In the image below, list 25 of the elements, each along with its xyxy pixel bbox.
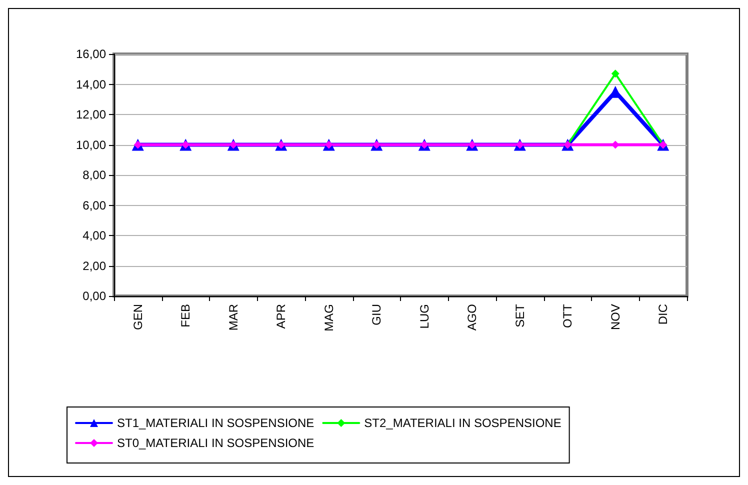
x-tick-label: FEB	[178, 304, 193, 328]
x-tick-label: LUG	[417, 304, 432, 329]
x-tick-label: GIU	[370, 304, 384, 326]
y-tick-label: 16,00	[76, 47, 106, 61]
legend-label: ST0_MATERIALI IN SOSPENSIONE	[117, 436, 314, 450]
y-tick-label: 10,00	[76, 138, 106, 152]
legend-label: ST1_MATERIALI IN SOSPENSIONE	[117, 416, 314, 430]
x-tick-label: APR	[274, 304, 288, 329]
x-tick-label: GEN	[130, 304, 145, 330]
y-tick-label: 0,00	[82, 289, 106, 303]
x-tick-label: DIC	[656, 304, 670, 325]
x-tick-label: MAR	[226, 304, 240, 331]
x-tick-label: NOV	[608, 304, 622, 330]
y-tick-label: 4,00	[82, 228, 106, 242]
x-tick-label: SET	[512, 303, 527, 328]
y-tick-label: 2,00	[82, 258, 106, 273]
point	[611, 70, 620, 78]
x-tick-label: AGO	[465, 304, 480, 331]
x-tick-label: MAG	[322, 304, 336, 332]
x-tick-label: OTT	[560, 303, 575, 328]
legend-label: ST2_MATERIALI IN SOSPENSIONE	[364, 416, 562, 430]
y-tick-label: 14,00	[76, 77, 106, 92]
y-tick-label: 12,00	[76, 108, 106, 122]
y-tick-label: 8,00	[82, 168, 106, 182]
y-tick-label: 6,00	[82, 198, 106, 212]
